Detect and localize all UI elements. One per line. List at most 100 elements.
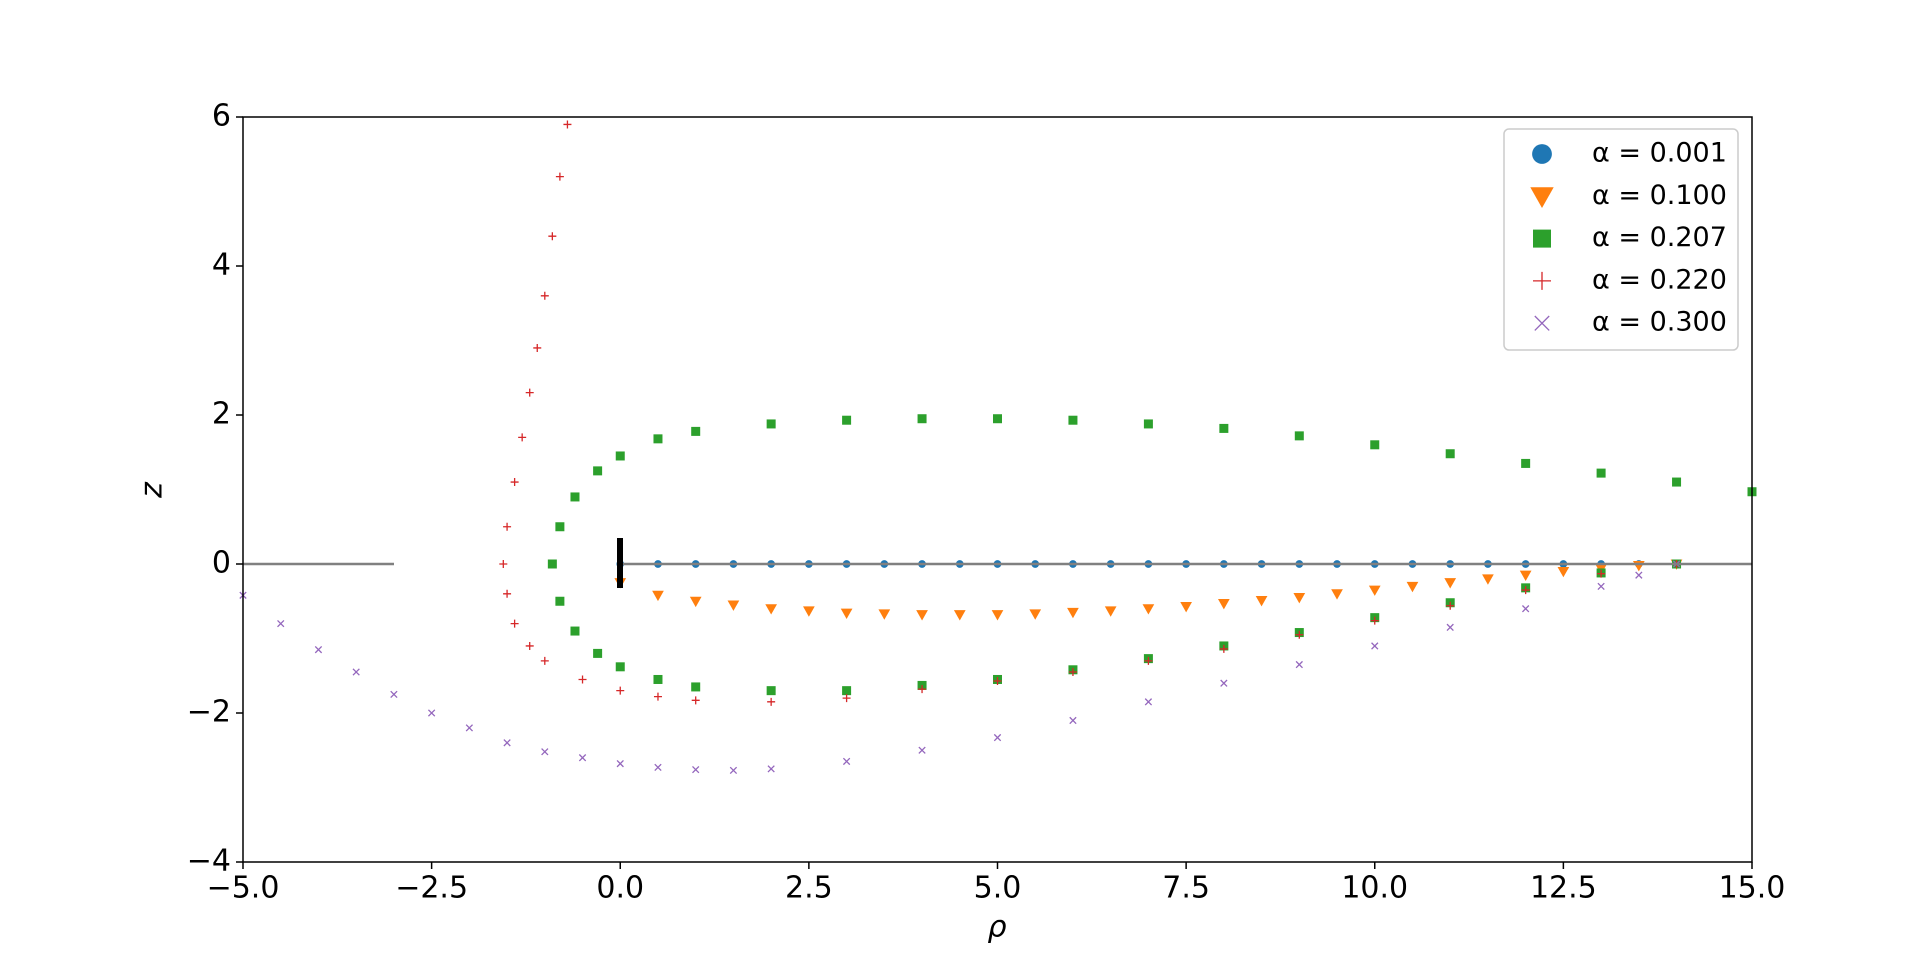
data-point bbox=[993, 414, 1002, 424]
data-point bbox=[525, 641, 534, 650]
data-point bbox=[1143, 419, 1153, 429]
data-point bbox=[1144, 656, 1153, 665]
data-point bbox=[1632, 560, 1645, 572]
data-point bbox=[1294, 431, 1304, 441]
data-point bbox=[765, 604, 777, 615]
data-point bbox=[918, 685, 927, 694]
data-point bbox=[1521, 586, 1530, 595]
data-point bbox=[1444, 578, 1457, 589]
data-point bbox=[1519, 570, 1532, 582]
data-point bbox=[352, 668, 360, 676]
data-point bbox=[1142, 604, 1155, 615]
data-point bbox=[1068, 415, 1078, 425]
data-point bbox=[654, 763, 662, 772]
data-point bbox=[555, 522, 565, 532]
x-tick-label: 12.5 bbox=[1530, 871, 1597, 906]
data-point bbox=[1596, 468, 1606, 478]
data-point bbox=[652, 590, 664, 602]
data-point bbox=[653, 692, 662, 701]
legend-label: α = 0.100 bbox=[1592, 180, 1727, 211]
data-point bbox=[465, 724, 474, 732]
data-point bbox=[1482, 574, 1494, 585]
data-point bbox=[993, 733, 1002, 742]
data-point bbox=[729, 766, 738, 775]
data-point bbox=[1180, 601, 1192, 613]
data-point bbox=[689, 596, 702, 608]
data-point bbox=[993, 676, 1002, 685]
data-point bbox=[1255, 596, 1268, 607]
x-tick-label: 0.0 bbox=[596, 871, 644, 906]
data-point bbox=[427, 709, 436, 717]
data-point bbox=[1521, 605, 1530, 613]
data-point bbox=[616, 760, 624, 768]
data-point bbox=[510, 478, 519, 487]
x-tick-label: 7.5 bbox=[1162, 871, 1210, 906]
legend-marker bbox=[1534, 315, 1550, 331]
data-point bbox=[918, 746, 926, 754]
data-point bbox=[1597, 569, 1606, 578]
legend-label: α = 0.207 bbox=[1592, 222, 1727, 253]
data-point bbox=[691, 426, 701, 436]
x-tick-label: −5.0 bbox=[207, 871, 280, 906]
data-point bbox=[842, 415, 852, 425]
data-point bbox=[1370, 440, 1380, 450]
data-point bbox=[1293, 593, 1306, 604]
legend-label: α = 0.001 bbox=[1592, 138, 1727, 169]
legend-label: α = 0.300 bbox=[1592, 307, 1727, 338]
data-point bbox=[1371, 642, 1379, 650]
data-point bbox=[1220, 679, 1228, 687]
data-point bbox=[1635, 571, 1643, 579]
data-point bbox=[547, 559, 557, 569]
data-point bbox=[1029, 609, 1042, 620]
data-point bbox=[1672, 477, 1682, 487]
data-point bbox=[691, 696, 700, 705]
data-point bbox=[842, 686, 852, 696]
data-point bbox=[840, 608, 853, 620]
data-point bbox=[916, 610, 928, 621]
data-point bbox=[548, 232, 557, 241]
data-point bbox=[1370, 616, 1379, 625]
y-tick-label: 4 bbox=[212, 248, 231, 283]
data-point bbox=[541, 748, 549, 756]
data-point bbox=[540, 291, 549, 300]
data-point bbox=[1218, 598, 1230, 610]
data-point bbox=[533, 343, 542, 352]
y-tick-label: −4 bbox=[187, 844, 231, 879]
x-tick-label: −2.5 bbox=[395, 871, 468, 906]
data-point bbox=[1557, 566, 1570, 578]
legend-marker bbox=[1533, 229, 1551, 248]
data-point bbox=[1368, 585, 1381, 596]
data-point bbox=[953, 610, 966, 621]
y-tick-label: −2 bbox=[187, 695, 231, 730]
plot-area bbox=[239, 120, 1757, 775]
legend-marker bbox=[1530, 187, 1554, 208]
x-tick-label: 10.0 bbox=[1341, 871, 1408, 906]
data-point bbox=[1068, 668, 1077, 677]
data-point bbox=[503, 739, 511, 747]
data-point bbox=[1406, 581, 1419, 593]
data-point bbox=[766, 419, 776, 429]
data-point bbox=[727, 600, 740, 611]
data-point bbox=[593, 466, 603, 476]
data-point bbox=[878, 609, 891, 620]
data-point bbox=[803, 606, 815, 617]
data-point bbox=[540, 656, 549, 665]
data-point bbox=[767, 697, 776, 706]
data-point bbox=[570, 626, 580, 636]
y-axis-label: z bbox=[135, 481, 170, 499]
x-tick-label: 5.0 bbox=[974, 871, 1022, 906]
data-point bbox=[314, 646, 323, 654]
data-point bbox=[991, 610, 1004, 621]
data-point bbox=[510, 619, 519, 628]
data-point bbox=[1219, 423, 1229, 433]
data-point bbox=[499, 560, 508, 568]
data-point bbox=[1331, 589, 1343, 600]
data-point bbox=[1445, 449, 1455, 459]
data-point bbox=[1295, 630, 1304, 639]
y-tick-label: 0 bbox=[212, 546, 231, 581]
data-point bbox=[1295, 660, 1303, 669]
data-point bbox=[570, 492, 580, 502]
y-tick-label: 6 bbox=[212, 99, 231, 134]
data-point bbox=[1446, 601, 1455, 610]
